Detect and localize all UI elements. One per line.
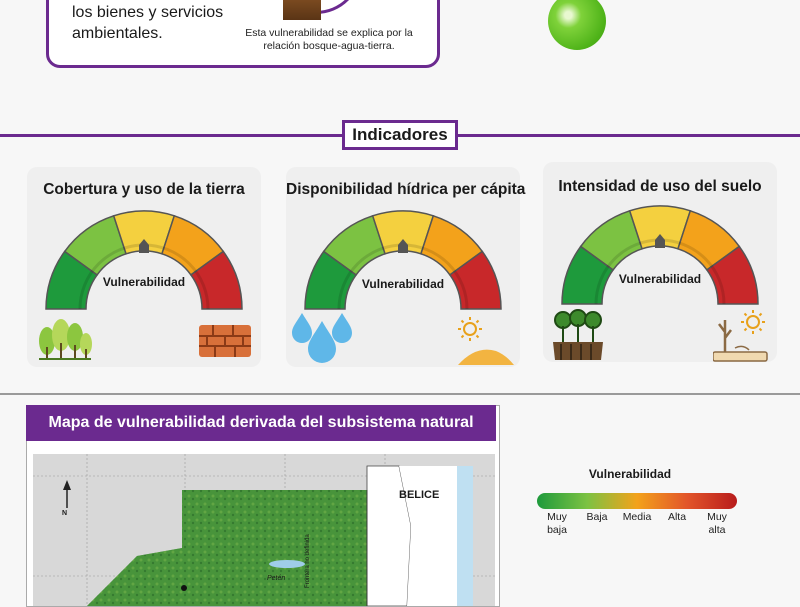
info-text-line-1: los bienes y servicios xyxy=(72,4,224,21)
vulnerability-gauge xyxy=(561,205,759,305)
indicator-card-land-cover: Cobertura y uso de la tierra Vulnerabili… xyxy=(27,167,261,367)
legend-item-label: Muy baja xyxy=(537,511,577,537)
legend-item-label-line-1: Media xyxy=(622,511,652,523)
gauge-label: Vulnerabilidad xyxy=(618,272,702,286)
gauge-segment xyxy=(189,250,243,310)
legend-item-label: Media xyxy=(617,511,657,524)
vulnerability-gauge xyxy=(304,210,502,310)
indicator-title: Intensidad de uso del suelo xyxy=(558,178,762,195)
gauge-label: Vulnerabilidad xyxy=(102,275,186,289)
info-caption-line-2: relación bosque-agua-tierra. xyxy=(263,40,395,52)
info-text-line-2: ambientales. xyxy=(72,25,163,42)
trees-field-icon xyxy=(553,309,603,360)
legend-item-label-line-1: Muy xyxy=(707,511,727,523)
gauge-label: Vulnerabilidad xyxy=(361,277,445,291)
section-divider-bottom xyxy=(0,393,800,395)
map-title: Mapa de vulnerabilidad derivada del subs… xyxy=(26,405,496,441)
indicator-card-water: Disponibilidad hídrica per cápita Vulner… xyxy=(286,167,526,367)
water-drops-icon xyxy=(292,313,352,363)
legend-item-label-line-2: alta xyxy=(708,524,726,536)
degraded-land-icon xyxy=(199,325,251,357)
map-region-label: Petén xyxy=(267,575,286,582)
vulnerability-gauge xyxy=(45,210,243,310)
green-circle-icon xyxy=(548,0,606,50)
legend-item-label: Baja xyxy=(577,511,617,524)
forest-icon xyxy=(39,319,92,360)
info-caption-line-1: Esta vulnerabilidad se explica por la xyxy=(245,27,413,39)
map-border-label: Frontera no definida xyxy=(305,534,311,588)
gauge-segment xyxy=(448,250,502,310)
section-title: Indicadores xyxy=(342,120,458,150)
legend-item-label-line-1: Muy xyxy=(547,511,567,523)
map-country-label: BELICE xyxy=(399,489,440,501)
legend-color-bar xyxy=(537,493,737,509)
legend-item-label-line-1: Alta xyxy=(667,511,687,523)
legend-item-label: Muy alta xyxy=(697,511,737,537)
legend-title: Vulnerabilidad xyxy=(588,467,672,481)
map-north-label: N xyxy=(62,510,68,517)
soil-icon xyxy=(283,0,321,20)
info-text: los bienes y servicios ambientales. xyxy=(72,2,223,44)
sun-desert-icon xyxy=(458,317,514,365)
gauge-pointer xyxy=(655,234,665,248)
indicator-card-land-use: Intensidad de uso del suelo Vulnerabilid… xyxy=(543,162,777,362)
gauge-pointer xyxy=(139,239,149,253)
info-caption: Esta vulnerabilidad se explica por la re… xyxy=(238,27,420,53)
info-card xyxy=(46,0,440,68)
indicator-title: Disponibilidad hídrica per cápita xyxy=(286,181,526,198)
legend-item-label-line-2: baja xyxy=(547,524,567,536)
legend-item-label: Alta xyxy=(657,511,697,524)
dry-tree-sun-icon xyxy=(713,310,768,362)
indicator-title: Cobertura y uso de la tierra xyxy=(43,181,245,198)
legend-item-label-line-1: Baja xyxy=(586,511,608,523)
gauge-segment xyxy=(705,245,759,305)
gauge-pointer xyxy=(398,239,408,253)
